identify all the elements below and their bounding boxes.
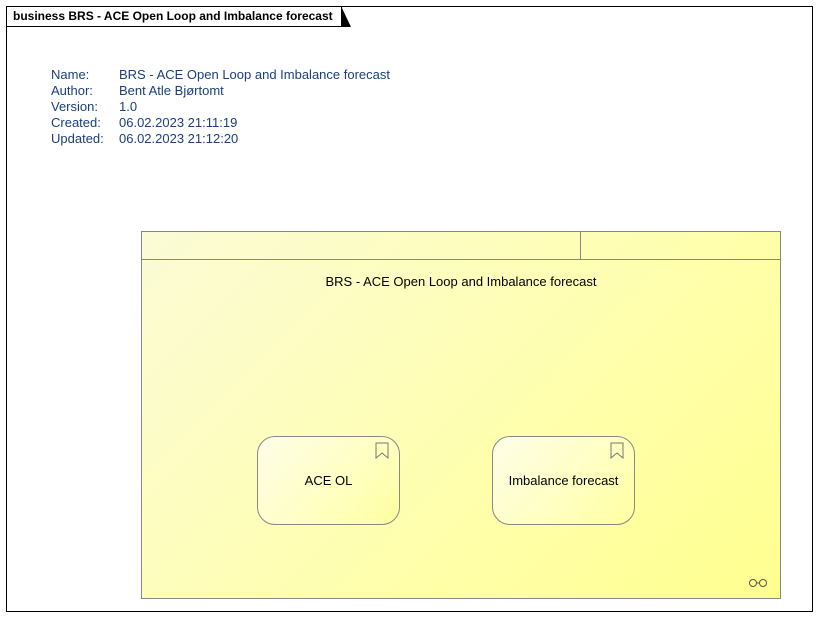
meta-author-label: Author: [51, 83, 119, 98]
meta-version-label: Version: [51, 99, 119, 114]
meta-author-value: Bent Atle Bjørtomt [119, 83, 224, 98]
usecase-label: ACE OL [258, 473, 399, 488]
package-title: BRS - ACE Open Loop and Imbalance foreca… [142, 274, 780, 289]
diagram-frame: business BRS - ACE Open Loop and Imbalan… [6, 6, 813, 612]
glasses-icon [748, 578, 768, 588]
usecase-ace-ol[interactable]: ACE OL [257, 436, 400, 525]
meta-created-value: 06.02.2023 21:11:19 [119, 115, 237, 130]
meta-updated-value: 06.02.2023 21:12:20 [119, 131, 238, 146]
diagram-tab: business BRS - ACE Open Loop and Imbalan… [7, 7, 342, 27]
usecase-label: Imbalance forecast [493, 473, 634, 488]
package-tab [141, 231, 581, 259]
usecase-imbalance-forecast[interactable]: Imbalance forecast [492, 436, 635, 525]
bookmark-icon [375, 442, 389, 459]
meta-created-label: Created: [51, 115, 119, 130]
bookmark-icon [610, 442, 624, 459]
meta-name-label: Name: [51, 67, 119, 82]
metadata-block: Name: BRS - ACE Open Loop and Imbalance … [51, 67, 390, 147]
diagram-type-label: business [13, 9, 65, 23]
diagram-title: BRS - ACE Open Loop and Imbalance foreca… [68, 9, 332, 23]
meta-name-value: BRS - ACE Open Loop and Imbalance foreca… [119, 67, 390, 82]
meta-updated-label: Updated: [51, 131, 119, 146]
meta-version-value: 1.0 [119, 99, 137, 114]
package-brs[interactable]: BRS - ACE Open Loop and Imbalance foreca… [141, 231, 781, 599]
